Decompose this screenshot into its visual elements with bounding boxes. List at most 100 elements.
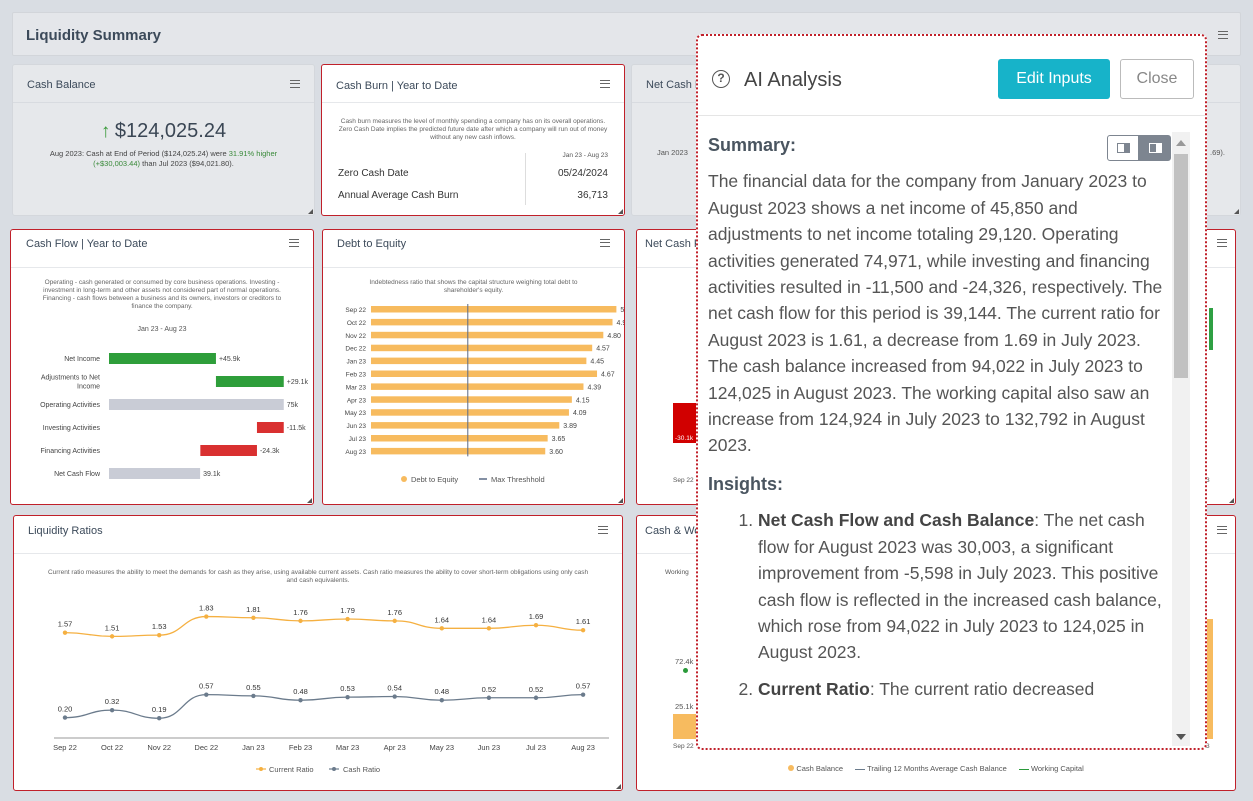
panel-menu-icon[interactable] <box>600 80 610 88</box>
legend-item[interactable]: Trailing 12 Months Average Cash Balance <box>867 764 1007 773</box>
panel-title: Cash Balance <box>27 79 96 91</box>
x-tick-label: Mar 23 <box>336 743 359 752</box>
legend-dot-icon <box>401 476 407 482</box>
cash-balance-bar <box>673 714 697 739</box>
panel-menu-icon[interactable] <box>290 80 300 88</box>
category-label: Adjustments to Net <box>41 375 100 382</box>
legend-item: Cash Ratio <box>343 765 380 774</box>
x-tick-label: Aug 23 <box>571 743 595 752</box>
cash-balance-panel: Cash Balance ↑ $124,025.24 Aug 2023: Cas… <box>12 64 315 216</box>
legend-item[interactable]: Cash Balance <box>796 764 844 773</box>
panel-menu-icon[interactable] <box>600 239 610 247</box>
data-label: 0.55 <box>246 683 261 692</box>
data-point <box>62 630 68 635</box>
x-tick-label: Feb 23 <box>289 743 312 752</box>
resize-handle[interactable] <box>616 784 621 789</box>
legend-line-dot-icon <box>1018 768 1029 770</box>
note-pct: 31.91% higher <box>228 149 278 158</box>
category-label: Net Cash Flow <box>54 471 101 478</box>
category-label: Income <box>77 384 100 391</box>
summary-heading: Summary: <box>708 135 797 155</box>
x-tick-label: Jul 23 <box>526 743 546 752</box>
data-point <box>392 694 397 699</box>
data-point <box>62 715 68 720</box>
category-label: Jun 23 <box>346 423 366 430</box>
bar <box>371 383 584 390</box>
scroll-up-icon[interactable] <box>1176 140 1186 146</box>
header-menu-icon[interactable] <box>1218 31 1228 39</box>
panel-title: Cash Flow | Year to Date <box>26 238 148 250</box>
panel-menu-icon[interactable] <box>1217 239 1227 247</box>
panel-header <box>323 230 624 268</box>
data-point <box>204 614 209 619</box>
resize-handle[interactable] <box>618 498 623 503</box>
x-tick-label: Oct 22 <box>101 743 123 752</box>
legend-item: Debt to Equity <box>411 475 458 484</box>
category-label: Aug 23 <box>345 449 366 456</box>
bar <box>371 447 546 455</box>
data-point <box>580 627 586 633</box>
scrollbar[interactable] <box>1172 132 1190 746</box>
scroll-thumb[interactable] <box>1174 154 1188 378</box>
data-point <box>345 694 350 700</box>
data-label: 0.57 <box>576 682 591 691</box>
x-tick-label: Dec 22 <box>194 743 218 752</box>
bar <box>371 409 569 416</box>
liquidity-ratios-panel: Liquidity Ratios Current ratio measures … <box>13 515 623 791</box>
data-label: 1.76 <box>387 608 402 617</box>
series-line <box>64 694 584 719</box>
data-point <box>109 634 115 639</box>
data-label: 3.65 <box>552 436 566 443</box>
data-label: 1.79 <box>340 606 355 615</box>
scroll-down-icon[interactable] <box>1176 734 1186 740</box>
working-capital-dot <box>683 668 688 673</box>
legend-dot-icon <box>788 765 795 771</box>
x-axis-label: Sep 22 <box>673 743 694 750</box>
edit-inputs-button[interactable]: Edit Inputs <box>998 59 1110 99</box>
panel-title: Net Cash F <box>645 238 701 250</box>
x-axis-label-right: 3 <box>1206 477 1210 484</box>
x-axis-label-right: 3 <box>1206 743 1210 750</box>
insight-item: Current Ratio: The current ratio decreas… <box>758 676 1164 702</box>
panel-description: Indebtedness ratio that shows the capita… <box>369 279 578 294</box>
legend-item[interactable]: Working Capital <box>1030 764 1084 773</box>
page-title: Liquidity Summary <box>26 27 162 44</box>
resize-handle[interactable] <box>308 209 313 214</box>
period-label: Jan 2023 <box>657 148 688 157</box>
waterfall-bar <box>200 445 257 456</box>
layout-toggle-left[interactable] <box>1107 135 1139 161</box>
panel-menu-icon[interactable] <box>598 526 608 534</box>
category-label: Operating Activities <box>40 402 100 409</box>
negative-bar <box>673 403 697 443</box>
category-label: Oct 22 <box>347 320 367 327</box>
data-label: 0.54 <box>387 684 402 693</box>
resize-handle[interactable] <box>618 209 623 214</box>
data-point <box>251 615 256 620</box>
close-button[interactable]: Close <box>1120 59 1194 99</box>
data-point <box>439 698 444 703</box>
resize-handle[interactable] <box>307 498 312 503</box>
help-icon: ? <box>712 70 730 88</box>
panel-menu-icon[interactable] <box>289 239 299 247</box>
legend-dot-icon <box>259 767 263 771</box>
insight-title: Net Cash Flow and Cash Balance <box>758 510 1035 531</box>
layout-toggle-right[interactable] <box>1139 135 1171 161</box>
x-tick-label: Jun 23 <box>478 743 501 752</box>
resize-handle[interactable] <box>1234 209 1239 214</box>
data-label: 0.20 <box>58 705 73 714</box>
cash-balance-note: Aug 2023: Cash at End of Period ($124,02… <box>23 149 304 169</box>
positive-bar <box>1209 308 1213 350</box>
annual-burn-label: Annual Average Cash Burn <box>338 190 459 201</box>
data-label: 4.57 <box>596 346 610 353</box>
panel-title: Cash Burn | Year to Date <box>336 80 458 92</box>
point-label: 72.4k <box>675 657 694 666</box>
annual-burn-value: 36,713 <box>577 190 608 201</box>
panel-menu-icon[interactable] <box>1217 526 1227 534</box>
x-tick-label: Sep 22 <box>53 743 77 752</box>
data-point <box>486 626 492 631</box>
x-tick-label: Apr 23 <box>384 743 406 752</box>
resize-handle[interactable] <box>1229 498 1234 503</box>
panel-description: Cash burn measures the level of monthly … <box>338 118 608 141</box>
data-label: 4.67 <box>601 372 615 379</box>
x-axis-label: Sep 22 <box>673 477 694 484</box>
